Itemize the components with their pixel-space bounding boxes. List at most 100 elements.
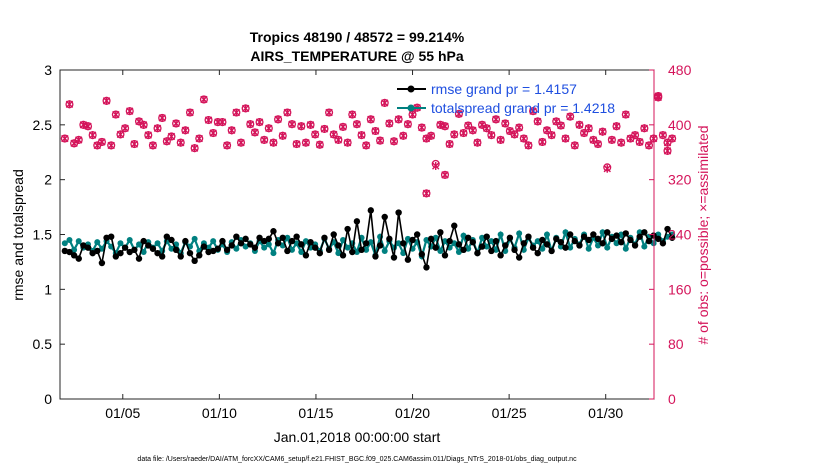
rmse-point <box>237 240 245 247</box>
spread-point <box>622 245 629 252</box>
right-axis-ticks: 0 80 160 240 320 400 480 <box>649 62 692 407</box>
rmse-point <box>94 247 101 255</box>
obs-assimilated-point <box>538 137 547 146</box>
obs-assimilated-point <box>561 134 570 143</box>
rmse-point <box>386 235 393 243</box>
spread-point <box>265 241 272 248</box>
obs-assimilated-point <box>223 141 231 150</box>
rmse-point <box>548 247 555 255</box>
rmse-point <box>400 240 407 247</box>
spread-point <box>210 238 217 245</box>
rmse-point <box>557 238 565 246</box>
obs-assimilated-point <box>190 144 199 153</box>
spread-point <box>284 234 291 241</box>
rmse-point <box>594 235 602 243</box>
obs-assimilated-point <box>61 134 69 143</box>
obs-assimilated-point <box>218 118 227 127</box>
obs-assimilated-point <box>362 141 370 150</box>
spread-point <box>437 247 444 254</box>
rmse-point <box>279 234 286 241</box>
obs-assimilated-point <box>102 96 111 105</box>
obs-assimilated-point <box>640 124 649 133</box>
left-axis-label: rmse and totalspread <box>10 169 26 301</box>
rmse-point <box>474 249 481 257</box>
obs-assimilated-point <box>496 135 505 144</box>
rmse-point <box>636 233 643 240</box>
rmse-point <box>145 242 152 249</box>
obs-assimilated-point <box>636 137 644 146</box>
x-tick-label: 01/25 <box>492 405 527 421</box>
obs-assimilated-point <box>107 141 115 150</box>
rmse-point <box>446 237 453 245</box>
rmse-point <box>464 234 472 241</box>
rmse-point <box>604 229 611 236</box>
footnote: data file: /Users/raeder/DAI/ATM_forcXX/… <box>137 456 577 463</box>
obs-assimilated-point <box>200 95 208 104</box>
spread-point <box>585 245 592 252</box>
obs-assimilated-point <box>195 134 203 143</box>
rmse-point <box>617 238 625 246</box>
spread-point <box>335 250 342 257</box>
rmse-point <box>576 242 583 249</box>
obs-assimilated-point <box>376 136 384 145</box>
chart-subtitle: AIRS_TEMPERATURE @ 55 hPa <box>250 48 464 64</box>
rmse-point <box>502 242 509 249</box>
legend-spread-label: totalspread grand pr = 1.4218 <box>431 100 615 116</box>
obs-assimilated-point <box>631 131 639 140</box>
spread-point <box>567 244 574 251</box>
obs-assimilated-point <box>265 124 273 133</box>
rmse-point <box>330 231 337 238</box>
obs-assimilated-point <box>172 119 180 128</box>
rmse-point <box>214 245 222 252</box>
obs-assimilated-point <box>320 124 329 133</box>
left-tick-label: 3 <box>44 62 52 78</box>
spread-point <box>460 232 467 239</box>
rmse-point <box>75 255 82 262</box>
rmse-point <box>553 235 560 243</box>
rmse-point <box>316 249 324 257</box>
rmse-point <box>451 222 458 229</box>
spread-point <box>604 244 611 251</box>
rmse-point <box>107 233 115 240</box>
left-tick-label: 2.5 <box>33 117 53 133</box>
rmse-point <box>659 240 667 247</box>
rmse-point <box>478 243 486 250</box>
x-axis-ticks: 01/05 01/10 01/15 01/20 01/25 01/30 <box>105 70 623 421</box>
x-tick-label: 01/15 <box>298 405 333 421</box>
rmse-point <box>344 225 351 233</box>
rmse-point <box>112 253 120 260</box>
obs-assimilated-point <box>283 108 292 117</box>
rmse-point <box>655 235 662 243</box>
right-tick-label: 0 <box>668 391 676 407</box>
obs-series <box>60 91 677 198</box>
obs-assimilated-point <box>75 135 83 144</box>
obs-assimilated-point <box>302 138 310 147</box>
spread-point <box>539 245 546 252</box>
obs-assimilated-point <box>139 120 148 129</box>
rmse-point <box>70 252 78 259</box>
obs-assimilated-point <box>353 120 361 129</box>
rmse-point <box>200 243 208 250</box>
rmse-point <box>131 246 138 254</box>
rmse-point <box>307 238 314 246</box>
obs-assimilated-point <box>232 108 241 117</box>
spread-point <box>270 250 277 257</box>
obs-assimilated-point <box>515 123 523 132</box>
obs-assimilated-point <box>177 138 185 147</box>
legend-rmse-marker <box>407 85 415 93</box>
spread-point <box>66 236 73 243</box>
obs-assimilated-point <box>339 122 347 131</box>
rmse-point <box>325 246 333 254</box>
obs-assimilated-point <box>260 135 268 144</box>
obs-assimilated-point <box>436 120 445 129</box>
legend-rmse-label: rmse grand pr = 1.4157 <box>431 81 577 97</box>
rmse-point <box>293 233 300 240</box>
obs-assimilated-point <box>279 131 287 140</box>
obs-assimilated-point <box>418 123 426 132</box>
obs-assimilated-point <box>343 138 352 147</box>
obs-assimilated-point <box>450 130 458 139</box>
obs-assimilated-point <box>603 164 611 173</box>
obs-assimilated-point <box>255 118 264 127</box>
right-axis-label: # of obs: o=possible; ×=assimilated <box>695 125 711 344</box>
obs-assimilated-point <box>492 115 500 124</box>
